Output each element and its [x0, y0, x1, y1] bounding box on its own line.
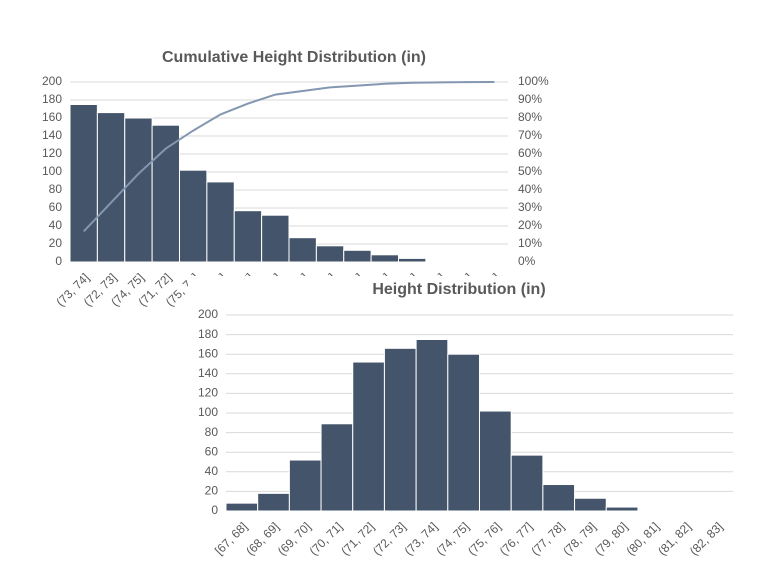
- bar: [669, 509, 702, 512]
- bar: [69, 104, 98, 263]
- y2-tick-label: 40%: [518, 182, 542, 196]
- bar: [206, 181, 235, 263]
- y-tick-label: 0: [55, 254, 62, 268]
- bar: [233, 210, 263, 263]
- y2-tick-label: 0%: [518, 254, 536, 268]
- y-tick-label: 20: [205, 484, 219, 498]
- bar: [574, 497, 607, 512]
- y-tick-label: 80: [205, 425, 219, 439]
- y-tick-label: 80: [49, 182, 63, 196]
- y-tick-label: 180: [42, 92, 62, 106]
- bar: [542, 484, 576, 512]
- y-tick-label: 20: [49, 236, 63, 250]
- chart: Height Distribution (in) 0 20 40 60 80 100 120 1…: [188, 276, 779, 573]
- y-tick-label: 200: [42, 74, 62, 88]
- y-tick-label: 100: [198, 405, 218, 419]
- bar: [261, 214, 290, 263]
- bar: [415, 339, 449, 512]
- bar: [320, 423, 354, 512]
- bar: [225, 502, 259, 512]
- cumulative-line: [82, 81, 495, 233]
- chart: Cumulative Height Distribution (in) 0 20 40…: [42, 49, 549, 309]
- y-tick-label: 40: [49, 218, 63, 232]
- bar: [452, 260, 482, 263]
- y-tick-label: 60: [205, 444, 219, 458]
- y-tick-label: 0: [211, 503, 218, 517]
- y-tick-label: 60: [49, 200, 63, 214]
- y2-tick-label: 80%: [518, 110, 542, 124]
- bar: [605, 506, 639, 512]
- y-tick-label: 200: [198, 307, 218, 321]
- y-tick-label: 100: [42, 164, 62, 178]
- bar: [637, 509, 671, 512]
- y-tick-label: 180: [198, 327, 218, 341]
- y2-tick-label: 50%: [518, 164, 542, 178]
- bar: [383, 347, 417, 512]
- chart-title: Height Distribution (in): [372, 281, 545, 298]
- bar: [370, 254, 399, 263]
- bar: [257, 492, 290, 512]
- y-tick-label: 120: [42, 146, 62, 160]
- bar: [700, 509, 734, 512]
- bar: [352, 361, 385, 512]
- bar: [343, 249, 372, 263]
- y-tick-label: 140: [42, 128, 62, 142]
- y2-tick-label: 100%: [518, 74, 549, 88]
- y-tick-label: 120: [198, 386, 218, 400]
- bar: [288, 237, 317, 263]
- bar: [398, 257, 427, 263]
- bar: [447, 353, 480, 512]
- y-tick-label: 160: [42, 110, 62, 124]
- bar: [480, 260, 509, 263]
- bar: [425, 260, 454, 263]
- y-tick-label: 160: [198, 346, 218, 360]
- y-tick-label: 140: [198, 366, 218, 380]
- bar: [151, 124, 180, 263]
- bar: [479, 410, 512, 512]
- y2-tick-label: 70%: [518, 128, 542, 142]
- y-tick-label: 40: [205, 464, 219, 478]
- y2-tick-label: 90%: [518, 92, 542, 106]
- bar: [288, 459, 322, 512]
- chart-title: Cumulative Height Distribution (in): [162, 49, 426, 66]
- bar: [315, 245, 345, 263]
- y2-tick-label: 60%: [518, 146, 542, 160]
- bar: [510, 454, 544, 512]
- bar: [96, 112, 126, 263]
- bar: [179, 169, 208, 263]
- y2-tick-label: 30%: [518, 200, 542, 214]
- bar: [124, 117, 153, 263]
- y2-tick-label: 10%: [518, 236, 542, 250]
- y2-tick-label: 20%: [518, 218, 542, 232]
